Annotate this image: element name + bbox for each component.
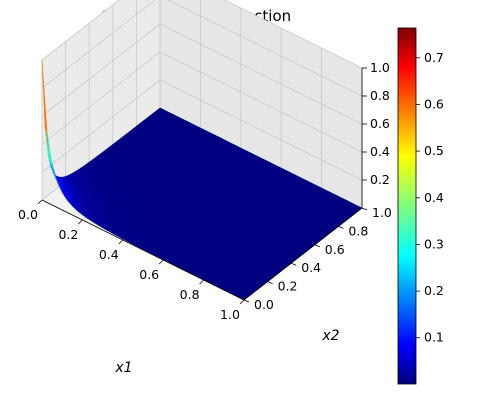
x1-tick-mark: [119, 240, 123, 244]
x2-tick-mark: [362, 208, 367, 210]
z-tick-label: 1.0: [370, 60, 390, 75]
x1-tick-label: 0.4: [99, 247, 119, 262]
x2-tick-label: 0.4: [301, 260, 321, 275]
x2-tick-label: 0.0: [254, 297, 274, 312]
x1-tick-label: 0.2: [58, 227, 78, 242]
x1-tick-label: 0.8: [180, 287, 200, 302]
x2-tick-mark: [268, 282, 273, 284]
x1-tick-label: 1.0: [220, 307, 240, 322]
x1-tick-label: 0.0: [18, 207, 38, 222]
colorbar: 0.1 0.2 0.3 0.4 0.5 0.6 0.7: [398, 28, 444, 384]
colorbar-tick-label: 0.7: [424, 50, 444, 65]
x2-tick-mark: [338, 226, 343, 228]
colorbar-gradient: [398, 28, 416, 384]
colorbar-tick-label: 0.4: [424, 190, 444, 205]
x2-tick-mark: [291, 263, 296, 265]
x2-tick-mark: [244, 300, 249, 302]
colorbar-tick-label: 0.2: [424, 283, 444, 298]
x1-tick-mark: [78, 220, 82, 224]
colorbar-tick-label: 0.6: [424, 97, 444, 112]
x2-tick-label: 1.0: [372, 205, 392, 220]
z-tick-label: 0.2: [370, 172, 390, 187]
z-tick-label: 0.6: [370, 116, 390, 131]
x1-tick-mark: [240, 300, 244, 304]
colorbar-tick-label: 0.1: [424, 330, 444, 345]
z-tick-label: 0.8: [370, 88, 390, 103]
colorbar-tick-label: 0.3: [424, 236, 444, 251]
x1-tick-mark: [159, 260, 163, 264]
x1-tick-mark: [200, 280, 204, 284]
x-axis-label: x1: [114, 360, 132, 376]
x2-tick-label: 0.6: [325, 242, 345, 257]
z-tick-label: 0.4: [370, 144, 390, 159]
x2-tick-label: 0.2: [278, 279, 298, 294]
x1-tick-label: 0.6: [139, 267, 159, 282]
colorbar-tick-label: 0.5: [424, 143, 444, 158]
x1-tick-mark: [38, 200, 42, 204]
y-axis-label: x2: [321, 328, 339, 344]
x2-tick-mark: [315, 245, 320, 247]
colorbar-ticks: 0.1 0.2 0.3 0.4 0.5 0.6 0.7: [416, 50, 444, 345]
x2-tick-label: 0.8: [348, 223, 368, 238]
